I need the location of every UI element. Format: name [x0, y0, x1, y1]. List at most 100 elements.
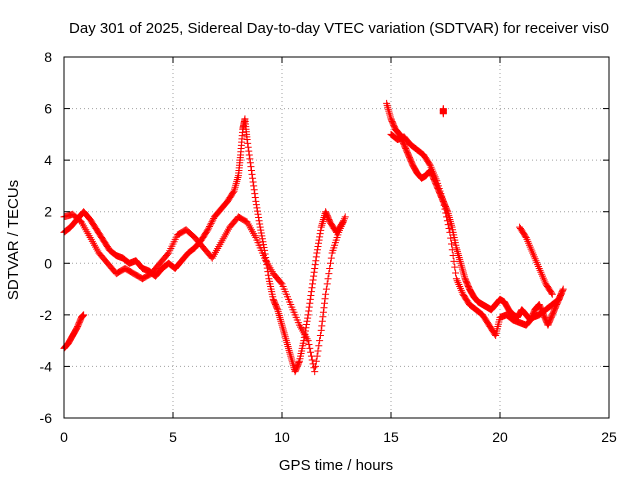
data-point-marker — [259, 238, 267, 246]
data-point-marker — [316, 331, 324, 339]
data-point-marker — [244, 143, 252, 151]
data-point-marker — [341, 213, 349, 221]
x-tick-label: 5 — [169, 429, 177, 445]
data-point-marker — [316, 337, 324, 345]
data-point-marker — [317, 226, 325, 234]
data-point-marker — [232, 179, 240, 187]
data-point-marker — [319, 313, 327, 321]
data-point-marker — [316, 233, 324, 241]
data-point-marker — [458, 263, 466, 271]
data-point-marker — [249, 178, 257, 186]
data-point-marker — [303, 321, 311, 329]
data-point-marker — [312, 357, 320, 365]
x-axis-title: GPS time / hours — [279, 457, 393, 474]
data-point-marker — [327, 259, 335, 267]
data-point-marker — [457, 259, 465, 267]
data-point-marker — [318, 322, 326, 330]
data-point-marker — [305, 341, 313, 349]
data-point-marker — [315, 342, 323, 350]
data-point-marker — [234, 174, 242, 182]
data-point-marker — [307, 288, 315, 296]
y-tick-label: 0 — [44, 255, 52, 271]
data-point-marker — [456, 257, 464, 265]
data-point-marker — [425, 160, 433, 168]
data-point-marker — [306, 299, 314, 307]
y-tick-label: 2 — [44, 204, 52, 220]
data-point-marker — [276, 313, 284, 321]
data-point-marker — [253, 204, 261, 212]
data-point-marker — [310, 268, 318, 276]
data-point-marker — [252, 201, 260, 209]
data-point-marker — [206, 223, 214, 231]
data-point-marker — [311, 261, 319, 269]
data-point-marker — [305, 303, 313, 311]
data-point-marker — [282, 335, 290, 343]
data-point-marker — [327, 254, 335, 262]
data-series — [439, 105, 447, 118]
data-point-marker — [440, 201, 448, 209]
data-series — [60, 115, 347, 376]
x-tick-label: 0 — [60, 429, 68, 445]
data-point-marker — [446, 228, 454, 236]
data-point-marker — [243, 136, 251, 144]
data-point-marker — [318, 219, 326, 227]
data-point-marker — [313, 246, 321, 254]
data-point-marker — [455, 253, 463, 261]
data-point-marker — [284, 342, 292, 350]
data-point-marker — [277, 319, 285, 327]
y-tick-label: -6 — [40, 410, 53, 426]
data-point-marker — [244, 139, 252, 147]
data-point-marker — [288, 356, 296, 364]
data-point-marker — [258, 232, 266, 240]
data-point-marker — [319, 217, 327, 225]
data-point-marker — [250, 182, 258, 190]
data-point-marker — [287, 352, 295, 360]
data-point-marker — [287, 354, 295, 362]
data-point-marker — [203, 227, 211, 235]
data-point-marker — [441, 205, 449, 213]
data-point-marker — [439, 197, 447, 205]
data-point-marker — [383, 101, 391, 109]
data-point-marker — [559, 285, 567, 293]
data-point-marker — [259, 241, 267, 249]
data-point-marker — [209, 216, 217, 224]
y-axis-title: SDTVAR / TECUs — [5, 180, 22, 300]
data-point-marker — [281, 333, 289, 341]
data-point-marker — [273, 304, 281, 312]
data-point-marker — [262, 257, 270, 265]
data-point-marker — [325, 270, 333, 278]
y-tick-label: -4 — [40, 358, 53, 374]
data-point-marker — [247, 163, 255, 171]
data-point-marker — [313, 249, 321, 257]
data-point-marker — [445, 224, 453, 232]
data-point-marker — [279, 325, 287, 333]
data-point-marker — [447, 234, 455, 242]
data-point-marker — [245, 151, 253, 159]
data-point-marker — [451, 263, 459, 271]
x-tick-label: 10 — [274, 429, 290, 445]
data-point-marker — [302, 324, 310, 332]
data-point-marker — [315, 236, 323, 244]
data-point-marker — [164, 250, 172, 258]
data-point-marker — [386, 111, 394, 119]
data-point-marker — [384, 103, 392, 111]
data-point-marker — [233, 175, 241, 183]
data-series — [516, 223, 556, 298]
data-point-marker — [257, 226, 265, 234]
data-point-marker — [323, 280, 331, 288]
data-point-marker — [282, 337, 290, 345]
data-point-marker — [311, 264, 319, 272]
data-point-marker — [317, 223, 325, 231]
data-point-marker — [459, 267, 467, 275]
data-point-marker — [307, 348, 315, 356]
data-point-marker — [459, 269, 467, 277]
data-point-marker — [255, 217, 263, 225]
y-tick-label: 6 — [44, 101, 52, 117]
data-point-marker — [311, 368, 319, 376]
data-point-marker — [204, 226, 212, 234]
data-point-marker — [277, 317, 285, 325]
data-point-marker — [264, 271, 272, 279]
data-point-marker — [443, 213, 451, 221]
data-point-marker — [309, 280, 317, 288]
data-point-marker — [439, 110, 447, 118]
